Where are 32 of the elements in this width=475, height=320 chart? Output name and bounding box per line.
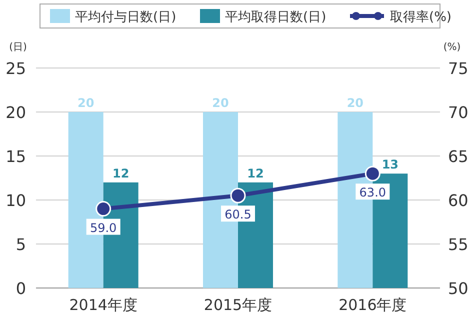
- y-tick-label: 5: [16, 235, 26, 254]
- y2-tick-label: 70: [448, 103, 468, 122]
- y-tick-label: 10: [6, 191, 26, 210]
- data-label: 12: [112, 166, 130, 180]
- data-label: 20: [77, 96, 94, 110]
- legend-label: 取得率(%): [390, 9, 452, 25]
- y2-tick-label: 60: [448, 191, 468, 210]
- y-tick-label: 0: [16, 279, 26, 298]
- y-tick-label: 25: [6, 59, 26, 78]
- x-tick-label: 2016年度: [338, 296, 407, 314]
- legend-label: 平均取得日数(日): [225, 10, 326, 25]
- data-label: 13: [382, 158, 399, 172]
- data-label: 59.0: [90, 220, 117, 235]
- y2-tick-label: 75: [448, 59, 468, 78]
- point: [230, 188, 246, 204]
- y-axis-title: (日): [9, 42, 27, 53]
- y-tick-label: 20: [6, 103, 26, 122]
- data-label: 63.0: [359, 186, 386, 200]
- x-tick-label: 2015年度: [204, 296, 272, 314]
- legend-label: 平均付与日数(日): [75, 10, 176, 25]
- data-label: 60.5: [224, 208, 252, 222]
- y2-tick-label: 50: [448, 279, 468, 298]
- x-tick-label: 2014年度: [69, 296, 138, 314]
- data-label: 20: [346, 96, 364, 110]
- y2-tick-label: 55: [448, 235, 468, 254]
- data-label: 12: [247, 166, 264, 180]
- data-label: 20: [212, 96, 229, 110]
- y-tick-label: 15: [6, 147, 26, 166]
- point: [96, 201, 112, 217]
- point: [364, 166, 380, 182]
- y2-tick-label: 65: [448, 147, 468, 166]
- y2-axis-title: (%): [443, 42, 461, 53]
